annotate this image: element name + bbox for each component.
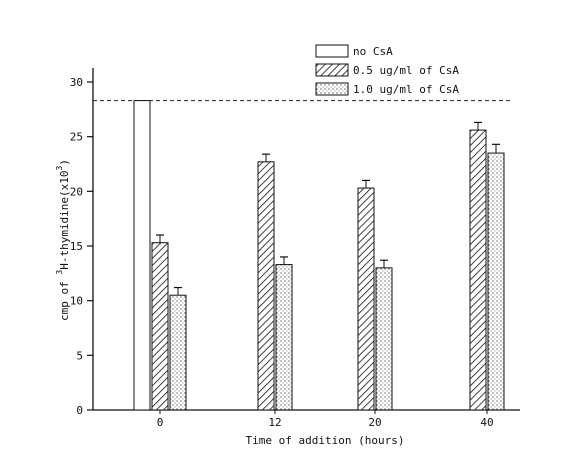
y-axis-ticks: 0 5 10 15 20 25 30 (70, 76, 93, 417)
x-axis-ticks: 0 12 20 40 (157, 410, 494, 429)
bar-dots (487, 152, 505, 411)
y-tick-label: 30 (70, 76, 83, 89)
x-tick-label: 20 (368, 416, 381, 429)
y-tick-label: 15 (70, 240, 83, 253)
y-tick-label: 10 (70, 295, 83, 308)
legend-swatch-0.5 (315, 63, 349, 77)
legend-swatch-no-csa (315, 44, 349, 58)
x-tick-label: 12 (268, 416, 281, 429)
y-tick-label: 5 (76, 349, 83, 362)
y-axis-title: cmp of 3H-thymidine(x103) (55, 159, 71, 321)
bar-blank (133, 100, 151, 411)
x-tick-label: 0 (157, 416, 164, 429)
legend-label-1.0: 1.0 ug/ml of CsA (353, 83, 459, 96)
legend: no CsA 0.5 ug/ml of CsA 1.0 ug/ml of CsA (315, 44, 459, 96)
bar-hatch (151, 242, 169, 411)
y-tick-label: 0 (76, 404, 83, 417)
bar-hatch (257, 161, 275, 411)
y-tick-label: 20 (70, 185, 83, 198)
legend-swatch-1.0 (315, 82, 349, 96)
y-tick-label: 25 (70, 131, 83, 144)
legend-label-0.5: 0.5 ug/ml of CsA (353, 64, 459, 77)
bar-dots (169, 294, 187, 411)
bar-dots (275, 264, 293, 411)
error-bars (156, 121, 500, 296)
x-axis-title: Time of addition (hours) (246, 434, 405, 447)
x-tick-label: 40 (480, 416, 493, 429)
bar-series (133, 100, 505, 411)
legend-label-no-csa: no CsA (353, 45, 393, 58)
bar-hatch (357, 187, 375, 411)
bar-dots (375, 267, 393, 411)
bar-hatch (469, 129, 487, 411)
